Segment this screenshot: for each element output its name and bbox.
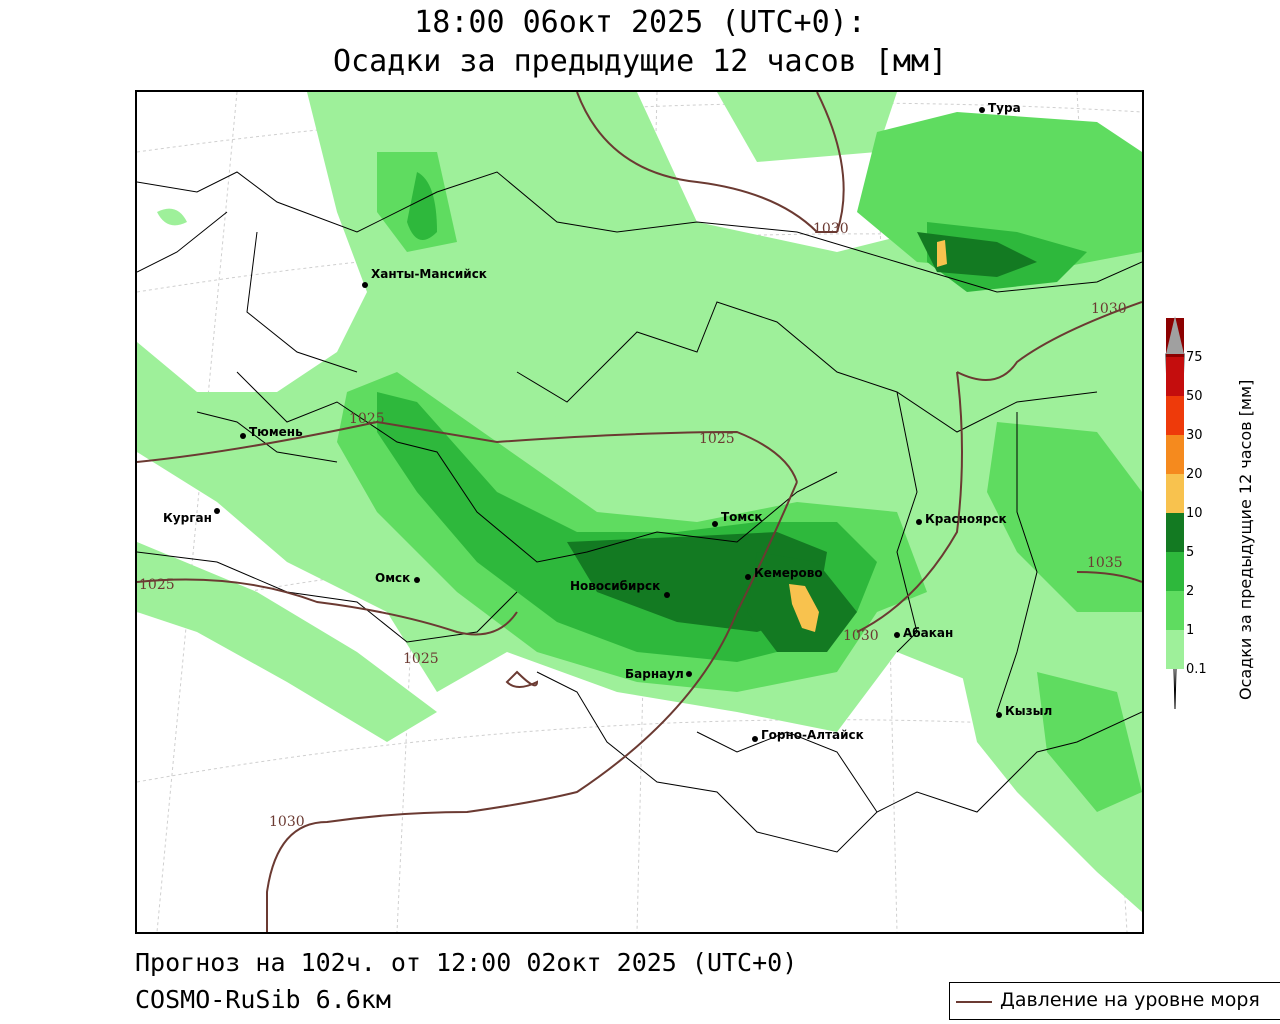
colorbar-bin [1166,474,1184,513]
colorbar-tick: 2 [1186,584,1195,599]
svg-text:Абакан: Абакан [903,626,953,640]
city-novosibirsk: Новосибирск [570,579,670,598]
map-title-line2: Осадки за предыдущие 12 часов [мм] [332,44,948,79]
colorbar-tick: 10 [1186,506,1203,521]
svg-text:Кемерово: Кемерово [754,566,823,580]
city-abakan: Абакан [894,626,953,640]
city-kyzyl: Кызыл [996,704,1052,718]
svg-text:Кызыл: Кызыл [1005,704,1052,718]
isobars [137,92,1142,932]
svg-text:Тюмень: Тюмень [249,425,303,439]
colorbar-tick: 5 [1186,545,1195,560]
colorbar-bin [1166,396,1184,435]
colorbar-bin [1166,435,1184,474]
svg-text:Новосибирск: Новосибирск [570,579,660,593]
pressure-line-swatch [956,1001,992,1003]
colorbar-tick: 50 [1186,389,1203,404]
colorbar-tick: 75 [1186,350,1203,365]
colorbar-title: Осадки за предыдущие 12 часов [мм] [1236,379,1255,700]
isobar-label: 1030 [843,628,879,644]
colorbar-tick: 20 [1186,467,1203,482]
city-krasnoyarsk: Красноярск [916,512,1007,526]
city-khanty-mansiysk: Ханты-Мансийск [362,267,487,288]
colorbar-bin [1166,513,1184,552]
city-gorno-altaysk: Горно-Алтайск [752,728,864,742]
colorbar-bin [1166,630,1184,669]
colorbar-bin [1166,357,1184,396]
isobar-label: 1030 [269,814,305,830]
city-barnaul: Барнаул [625,667,692,681]
city-kemerovo: Кемерово [745,566,823,580]
city-omsk: Омск [375,571,420,585]
city-kurgan: Курган [163,508,220,525]
isobar-label: 1025 [403,651,439,667]
city-tyumen: Тюмень [240,425,303,439]
pressure-legend-label: Давление на уровне моря [1000,989,1260,1011]
precipitation-map: 1030 1030 1025 1025 1025 1025 1030 1035 … [135,90,1144,934]
svg-text:Омск: Омск [375,571,410,585]
isobar-label: 1035 [1087,555,1123,571]
precip-intense [789,240,947,632]
colorbar-bin [1166,591,1184,630]
forecast-info: Прогноз на 102ч. от 12:00 02окт 2025 (UT… [135,948,798,977]
svg-text:Горно-Алтайск: Горно-Алтайск [761,728,864,742]
cities: Тура Ханты-Мансийск Тюмень Курган Омск Н… [163,101,1052,742]
colorbar-tick: 0.1 [1186,662,1207,677]
svg-text:Красноярск: Красноярск [925,512,1007,526]
isobar-label: 1030 [1091,301,1127,317]
isobar-label: 1025 [139,577,175,593]
city-tomsk: Томск [712,510,763,527]
svg-text:Томск: Томск [721,510,763,524]
city-tura: Тура [979,101,1021,115]
svg-text:Ханты-Мансийск: Ханты-Мансийск [371,267,487,281]
map-title-line1: 18:00 06окт 2025 (UTC+0): [414,5,866,40]
isobar-label: 1025 [699,431,735,447]
colorbar-upper-tip [1166,316,1184,354]
pressure-legend: Давление на уровне моря [949,982,1280,1020]
isobar-label: 1025 [349,411,385,427]
colorbar [1165,316,1185,710]
isobar-label: 1030 [813,221,849,237]
model-name: COSMO-RuSib 6.6км [135,985,391,1014]
admin-borders [137,171,1142,853]
colorbar-tick: 30 [1186,428,1203,443]
svg-text:Барнаул: Барнаул [625,667,684,681]
svg-text:Тура: Тура [988,101,1021,115]
svg-text:Курган: Курган [163,511,212,525]
colorbar-bin [1166,552,1184,591]
colorbar-title-wrap: Осадки за предыдущие 12 часов [мм] [1236,330,1260,700]
colorbar-tick: 1 [1186,623,1195,638]
